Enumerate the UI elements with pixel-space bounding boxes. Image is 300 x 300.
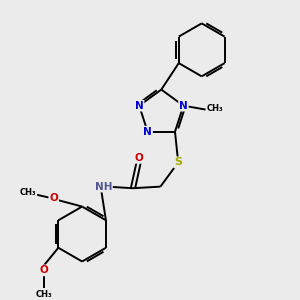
Text: S: S xyxy=(174,158,182,167)
Text: N: N xyxy=(179,101,188,111)
Text: CH₃: CH₃ xyxy=(35,290,52,299)
Text: O: O xyxy=(134,153,143,163)
Text: N: N xyxy=(135,101,144,111)
Text: O: O xyxy=(49,194,58,203)
Text: CH₃: CH₃ xyxy=(206,104,223,113)
Text: O: O xyxy=(39,266,48,275)
Text: N: N xyxy=(143,127,152,137)
Text: CH₃: CH₃ xyxy=(20,188,37,196)
Text: NH: NH xyxy=(94,182,112,192)
